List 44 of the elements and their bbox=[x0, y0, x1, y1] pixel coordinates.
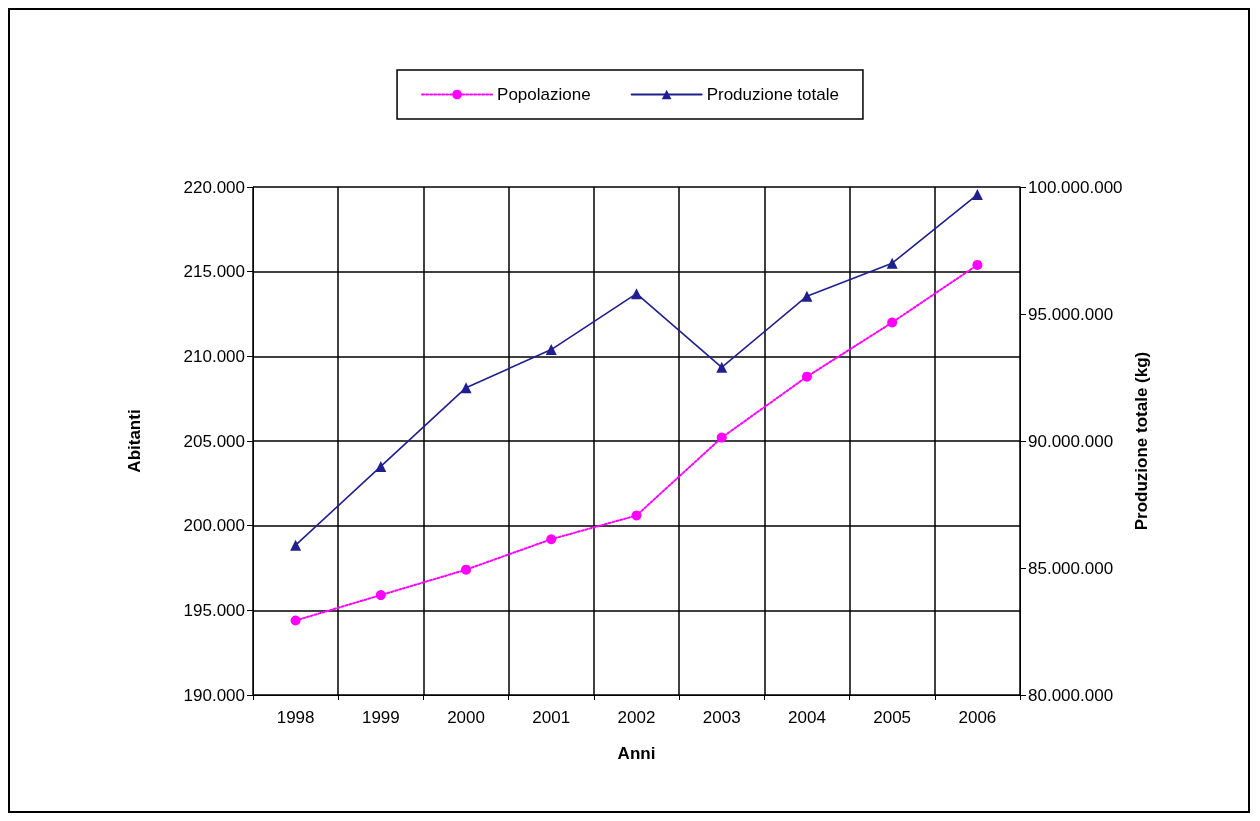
point bbox=[631, 288, 642, 300]
y2-tick-label: 95.000.000 bbox=[1028, 304, 1114, 324]
point bbox=[631, 510, 642, 521]
legend-label: Produzione totale bbox=[706, 85, 839, 104]
y-tick-label: 200.000 bbox=[183, 516, 245, 536]
x-axis-title: Anni bbox=[617, 744, 656, 763]
x-tick-label: 2002 bbox=[617, 708, 656, 727]
y2-tick-label: 100.000.000 bbox=[1028, 177, 1123, 197]
point bbox=[460, 382, 472, 394]
point bbox=[546, 534, 557, 545]
x-tick-label: 2006 bbox=[958, 708, 997, 727]
point bbox=[972, 259, 983, 270]
x-tick-label: 2001 bbox=[532, 708, 571, 727]
x-tick-label: 2000 bbox=[447, 708, 485, 727]
y2-tick-label: 90.000.000 bbox=[1028, 431, 1114, 451]
x-tick-label: 1999 bbox=[361, 708, 400, 727]
y-tick-label: 215.000 bbox=[183, 262, 245, 282]
x-tick-label: 2005 bbox=[873, 708, 912, 727]
point bbox=[375, 590, 386, 601]
point bbox=[375, 460, 387, 472]
x-tick-label: 2003 bbox=[702, 708, 741, 727]
point bbox=[716, 361, 728, 373]
point bbox=[545, 344, 557, 356]
x-tick-label: 2004 bbox=[788, 708, 826, 727]
point bbox=[290, 615, 301, 626]
y2-tick-label: 80.000.000 bbox=[1028, 685, 1114, 705]
y-tick-label: 220.000 bbox=[183, 177, 245, 197]
point bbox=[887, 317, 898, 328]
y-tick-label: 205.000 bbox=[183, 431, 245, 451]
point bbox=[801, 371, 812, 382]
point bbox=[971, 189, 983, 201]
y2-tick-label: 85.000.000 bbox=[1028, 558, 1114, 578]
point bbox=[290, 539, 302, 551]
point bbox=[801, 290, 813, 302]
y-axis-title: Abitanti bbox=[125, 409, 144, 473]
y2-axis-title: Produzione totale (kg) bbox=[1132, 351, 1152, 531]
point bbox=[886, 257, 898, 269]
y-tick-label: 190.000 bbox=[183, 685, 245, 705]
y-tick-label: 195.000 bbox=[183, 600, 245, 620]
y-tick-label: 210.000 bbox=[183, 346, 245, 366]
x-tick-label: 1998 bbox=[276, 708, 315, 727]
point bbox=[716, 432, 727, 443]
point bbox=[461, 564, 472, 575]
legend-label: Popolazione bbox=[497, 85, 591, 104]
